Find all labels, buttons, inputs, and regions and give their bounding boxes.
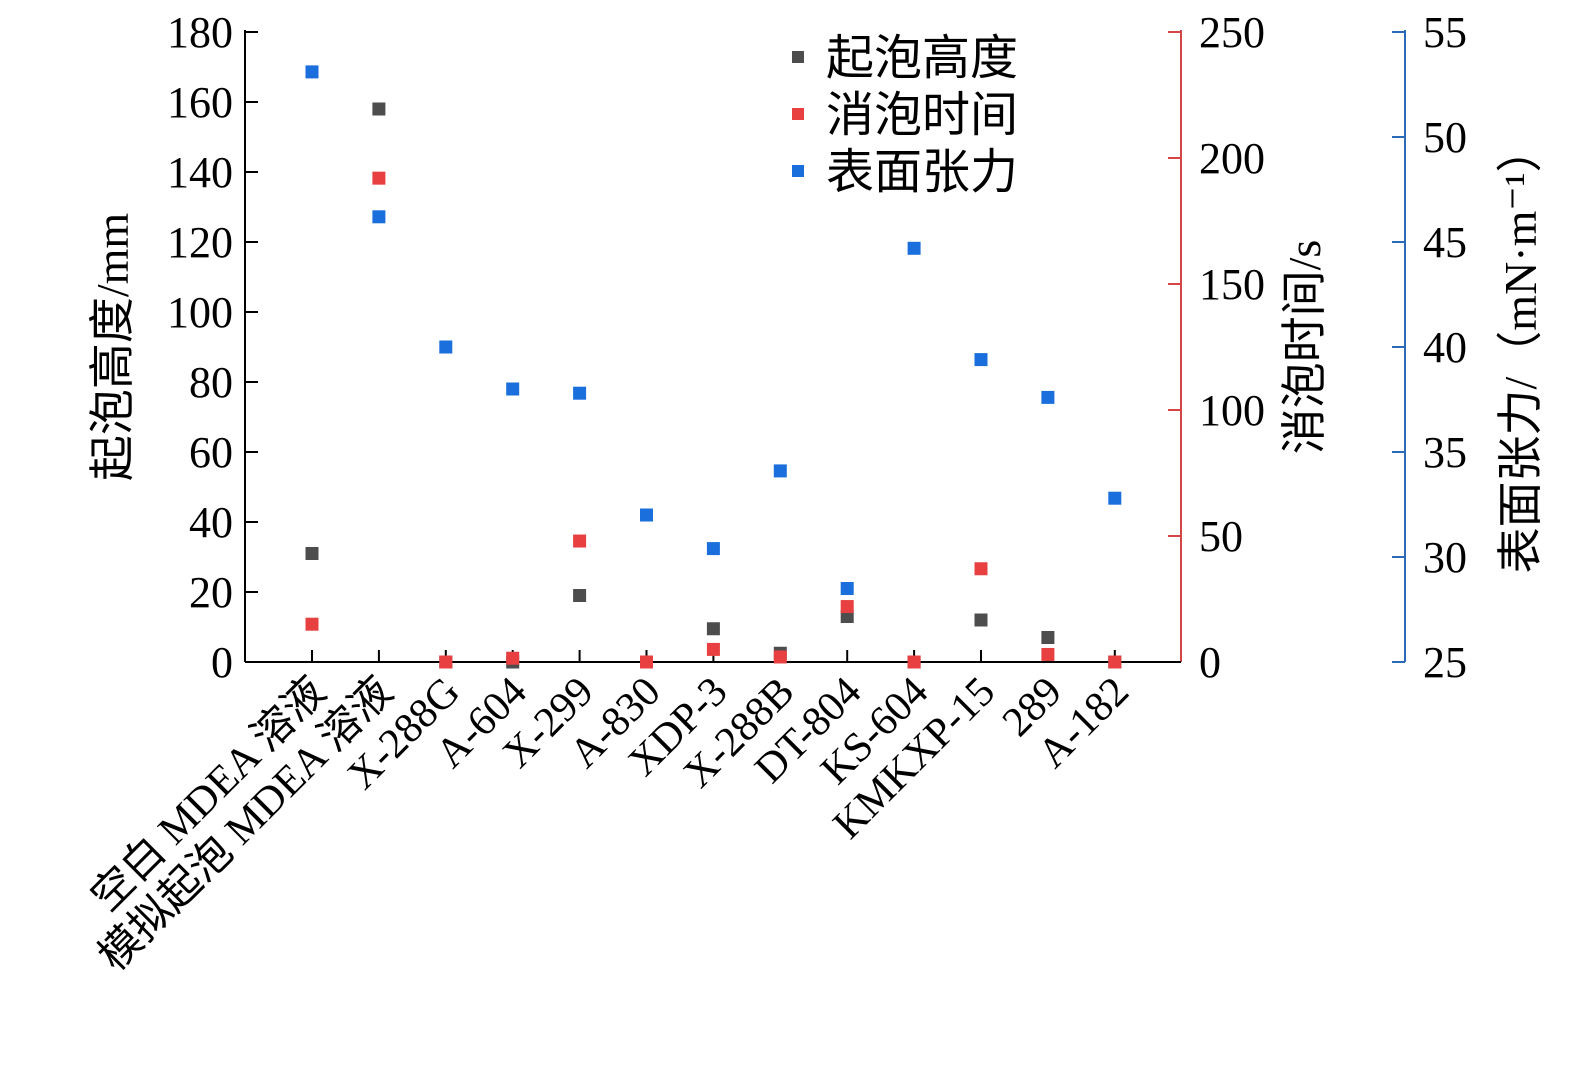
point-表面张力 <box>506 382 520 396</box>
point-起泡高度 <box>706 622 720 636</box>
right2-tick-label: 45 <box>1423 218 1467 267</box>
point-表面张力 <box>573 386 587 400</box>
legend-marker-表面张力 <box>792 165 804 177</box>
left-tick-label: 180 <box>167 8 233 57</box>
x-tick-label: 模拟起泡 MDEA 溶液 <box>90 668 402 980</box>
right2-tick-label: 30 <box>1423 533 1467 582</box>
point-起泡高度 <box>840 610 854 623</box>
legend-label-表面张力: 表面张力 <box>826 146 1018 199</box>
right1-tick-label: 0 <box>1199 638 1221 687</box>
point-表面张力 <box>640 508 653 522</box>
point-表面张力 <box>305 65 319 79</box>
right2-axis-title: 表面张力/（mN·m⁻¹） <box>1495 127 1546 574</box>
消泡时间-axis: 0 50 100 150 200 250 消泡时间/s <box>1168 8 1330 687</box>
point-消泡时间 <box>773 650 787 664</box>
right2-tick-label: 25 <box>1423 638 1467 687</box>
legend-marker-消泡时间 <box>792 108 804 120</box>
point-消泡时间 <box>573 534 587 548</box>
right2-tick-label: 50 <box>1423 113 1467 162</box>
point-消泡时间 <box>640 655 653 669</box>
left-tick-label: 100 <box>167 288 233 337</box>
left-tick-label: 40 <box>189 498 233 547</box>
left-tick-label: 80 <box>189 358 233 407</box>
right2-tick-label: 55 <box>1423 8 1467 57</box>
right2-tick-label: 40 <box>1423 323 1467 372</box>
legend-marker-起泡高度 <box>792 51 804 63</box>
left-tick-label: 20 <box>189 568 233 617</box>
right2-tick-label: 35 <box>1423 428 1467 477</box>
point-消泡时间 <box>506 651 520 665</box>
point-表面张力 <box>974 353 988 367</box>
point-消泡时间 <box>974 562 988 576</box>
point-消泡时间 <box>840 600 854 614</box>
right1-tick-label: 50 <box>1199 512 1243 561</box>
表面张力-axis: 25 30 35 40 45 50 55 表面张力/（mN·m⁻¹） <box>1392 8 1546 687</box>
point-消泡时间 <box>1041 647 1055 661</box>
left-axis: 0 20 40 60 80 100 120 140 160 180 起泡高度/mm <box>87 8 258 687</box>
point-起泡高度 <box>1041 631 1055 644</box>
point-消泡时间 <box>305 617 319 631</box>
point-消泡时间 <box>1108 655 1122 669</box>
left-axis-title: 起泡高度/mm <box>87 213 138 482</box>
left-tick-label: 60 <box>189 428 233 477</box>
left-tick-label: 0 <box>211 638 233 687</box>
legend-label-消泡时间: 消泡时间 <box>826 89 1018 142</box>
point-表面张力 <box>907 241 921 255</box>
point-消泡时间 <box>439 655 453 669</box>
right1-tick-label: 200 <box>1199 134 1265 183</box>
point-表面张力 <box>773 464 787 478</box>
point-起泡高度 <box>573 589 587 602</box>
right1-tick-label: 250 <box>1199 8 1265 57</box>
point-消泡时间 <box>907 655 921 669</box>
point-表面张力 <box>1041 390 1055 404</box>
point-表面张力 <box>1108 491 1122 505</box>
legend-label-起泡高度: 起泡高度 <box>826 32 1018 85</box>
right1-tick-label: 150 <box>1199 260 1265 309</box>
right1-tick-label: 100 <box>1199 386 1265 435</box>
left-tick-label: 140 <box>167 148 233 197</box>
point-消泡时间 <box>706 642 720 656</box>
point-起泡高度 <box>974 613 988 627</box>
point-表面张力 <box>706 542 720 556</box>
left-tick-label: 120 <box>167 218 233 267</box>
point-起泡高度 <box>372 102 386 116</box>
point-表面张力 <box>840 582 854 595</box>
data-marks <box>305 65 1122 669</box>
left-tick-label: 160 <box>167 78 233 127</box>
right1-axis-title: 消泡时间/s <box>1279 240 1330 455</box>
point-表面张力 <box>439 340 453 354</box>
point-表面张力 <box>372 210 386 224</box>
point-消泡时间 <box>372 171 386 185</box>
point-起泡高度 <box>305 547 319 560</box>
